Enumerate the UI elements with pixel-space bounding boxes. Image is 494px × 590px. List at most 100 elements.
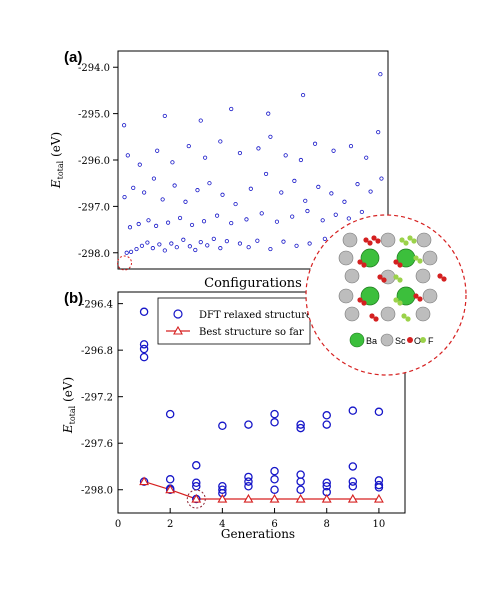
f-atom: [393, 274, 399, 280]
dft-point: [244, 420, 253, 429]
data-point: [281, 239, 286, 244]
data-point: [165, 220, 171, 225]
data-point: [205, 243, 210, 248]
sc-atom: [380, 232, 396, 248]
data-point: [333, 212, 338, 217]
data-point: [218, 139, 223, 144]
ba-atom: [360, 248, 380, 268]
o-atom: [381, 277, 387, 283]
dft-point: [322, 481, 331, 491]
data-point: [174, 245, 179, 250]
o-atom: [363, 237, 369, 243]
data-point: [248, 186, 253, 191]
data-point: [368, 189, 373, 194]
dft-point: [139, 344, 149, 354]
o-atom: [441, 276, 447, 282]
data-point: [359, 209, 364, 215]
o-atom: [357, 259, 363, 265]
dft-point: [270, 475, 279, 484]
best-structure-point: [191, 493, 202, 503]
o-atom: [393, 259, 399, 265]
legend-box: [157, 297, 311, 345]
data-point: [172, 183, 177, 188]
data-point: [348, 143, 354, 149]
o-atom: [437, 273, 443, 279]
legend-sc-atom: [380, 333, 394, 347]
data-point: [268, 246, 273, 252]
dft-point: [374, 480, 384, 490]
data-point: [263, 171, 269, 177]
data-point: [244, 217, 249, 222]
y-tick-label: -296.8: [81, 346, 113, 357]
legend-ba-label: Ba: [366, 336, 377, 346]
x-tick-label: 4: [219, 519, 225, 530]
x-tick-label: 0: [115, 519, 121, 530]
data-point: [355, 182, 360, 187]
o-atom: [361, 262, 367, 268]
dft-point: [192, 481, 201, 491]
panel-b-x-axis-label: Generations: [221, 527, 295, 541]
legend-dft-marker: [173, 309, 183, 319]
dft-point: [270, 466, 279, 476]
data-point: [193, 247, 198, 253]
legend-dft-label: DFT relaxed structure: [199, 310, 312, 321]
sc-atom: [416, 232, 432, 248]
data-point: [128, 249, 134, 254]
legend-f-label: F: [428, 336, 434, 346]
panel-a-lowest-energy-highlight: [117, 255, 133, 271]
data-point: [183, 199, 188, 204]
y-tick-label: -297.2: [81, 393, 113, 404]
f-atom: [417, 258, 423, 264]
best-structure-point: [347, 493, 358, 503]
data-point: [259, 211, 264, 216]
dft-point: [244, 472, 253, 482]
data-point: [211, 236, 216, 241]
dft-point: [374, 483, 384, 492]
dft-point: [165, 475, 175, 484]
dft-point: [296, 423, 305, 433]
inset-legend: Ba Sc O F: [349, 332, 434, 348]
data-point: [218, 246, 223, 251]
f-atom: [399, 237, 405, 243]
sc-atom: [415, 268, 431, 284]
data-point: [154, 223, 159, 228]
dft-point: [218, 485, 227, 494]
data-point: [160, 197, 165, 202]
data-point: [187, 244, 192, 249]
o-atom: [369, 313, 375, 319]
o-atom: [371, 235, 377, 241]
f-atom: [393, 297, 399, 303]
data-point: [137, 162, 142, 167]
sc-atom: [338, 250, 354, 266]
sc-atom: [422, 288, 438, 304]
data-point: [139, 243, 145, 248]
y-tick-label: -296.4: [81, 300, 113, 311]
data-point: [237, 150, 243, 156]
data-point: [298, 157, 304, 163]
o-atom: [417, 296, 423, 302]
data-point: [331, 148, 336, 153]
data-point: [122, 195, 127, 200]
data-point: [300, 92, 306, 98]
y-tick-label: -298.0: [81, 486, 113, 497]
data-point: [376, 130, 381, 135]
o-atom: [357, 297, 363, 303]
data-point: [170, 160, 175, 165]
legend-ba-atom: [349, 332, 365, 348]
data-point: [266, 111, 271, 116]
inset-atoms: [338, 232, 447, 322]
data-point: [189, 222, 195, 228]
best-structure-point: [139, 476, 150, 486]
dft-point: [374, 407, 384, 417]
sc-atom: [342, 232, 358, 248]
data-point: [274, 219, 280, 224]
data-point: [316, 184, 321, 190]
y-tick-label: -298.0: [78, 249, 110, 260]
data-point: [346, 216, 351, 221]
data-point: [198, 239, 203, 245]
dft-point: [348, 406, 358, 415]
data-point: [378, 72, 383, 77]
data-point: [342, 199, 347, 204]
dft-point: [322, 411, 331, 420]
